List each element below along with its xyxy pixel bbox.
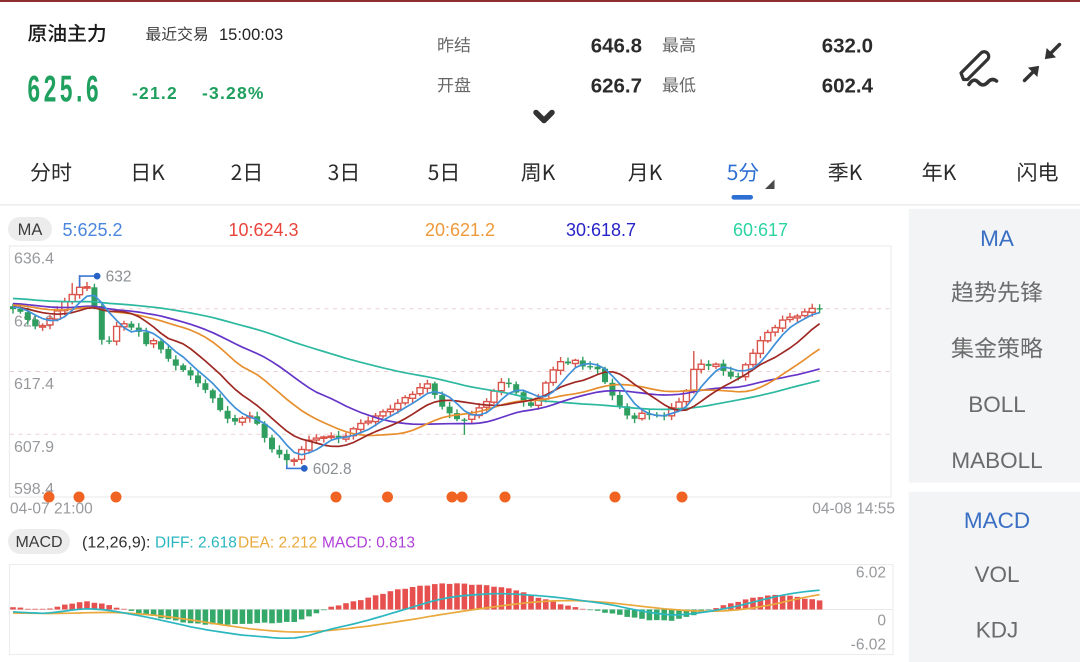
svg-text:KDJ: KDJ <box>976 618 1019 643</box>
svg-text:5:625.2: 5:625.2 <box>63 220 123 240</box>
svg-text:(12,26,9):: (12,26,9): <box>82 535 150 552</box>
svg-text:DEA: 2.212: DEA: 2.212 <box>238 535 317 552</box>
svg-text:MACD: 0.813: MACD: 0.813 <box>322 535 415 552</box>
svg-text:-21.2: -21.2 <box>132 83 178 103</box>
svg-text:0: 0 <box>877 613 886 630</box>
svg-text:617.4: 617.4 <box>14 376 54 393</box>
svg-text:-6.02: -6.02 <box>851 637 886 654</box>
svg-text:VOL: VOL <box>974 562 1019 587</box>
svg-text:04-08 14:55: 04-08 14:55 <box>812 501 895 518</box>
svg-text:MA: MA <box>980 226 1014 251</box>
svg-text:602.4: 602.4 <box>822 75 874 98</box>
svg-text:15:00:03: 15:00:03 <box>219 26 283 44</box>
svg-text:6.02: 6.02 <box>856 565 886 582</box>
svg-text:04-07 21:00: 04-07 21:00 <box>10 501 93 518</box>
svg-text:632: 632 <box>106 269 132 286</box>
svg-text:-3.28%: -3.28% <box>202 83 265 103</box>
svg-text:60:617: 60:617 <box>733 220 788 240</box>
svg-text:602.8: 602.8 <box>313 461 352 478</box>
svg-text:598.4: 598.4 <box>14 481 54 498</box>
svg-text:626.7: 626.7 <box>591 75 642 98</box>
svg-text:10:624.3: 10:624.3 <box>229 220 299 240</box>
svg-text:MACD: MACD <box>15 534 62 551</box>
svg-text:646.8: 646.8 <box>591 35 642 58</box>
svg-text:BOLL: BOLL <box>968 392 1026 417</box>
svg-text:636.4: 636.4 <box>14 251 54 268</box>
svg-text:DIFF: 2.618: DIFF: 2.618 <box>155 535 237 552</box>
svg-text:MACD: MACD <box>964 508 1030 533</box>
svg-text:MA: MA <box>18 221 43 239</box>
svg-text:30:618.7: 30:618.7 <box>566 220 636 240</box>
svg-text:632.0: 632.0 <box>822 35 873 58</box>
svg-text:20:621.2: 20:621.2 <box>425 220 495 240</box>
svg-text:607.9: 607.9 <box>14 439 54 456</box>
svg-text:MABOLL: MABOLL <box>951 448 1042 473</box>
svg-text:625.6: 625.6 <box>28 69 103 110</box>
